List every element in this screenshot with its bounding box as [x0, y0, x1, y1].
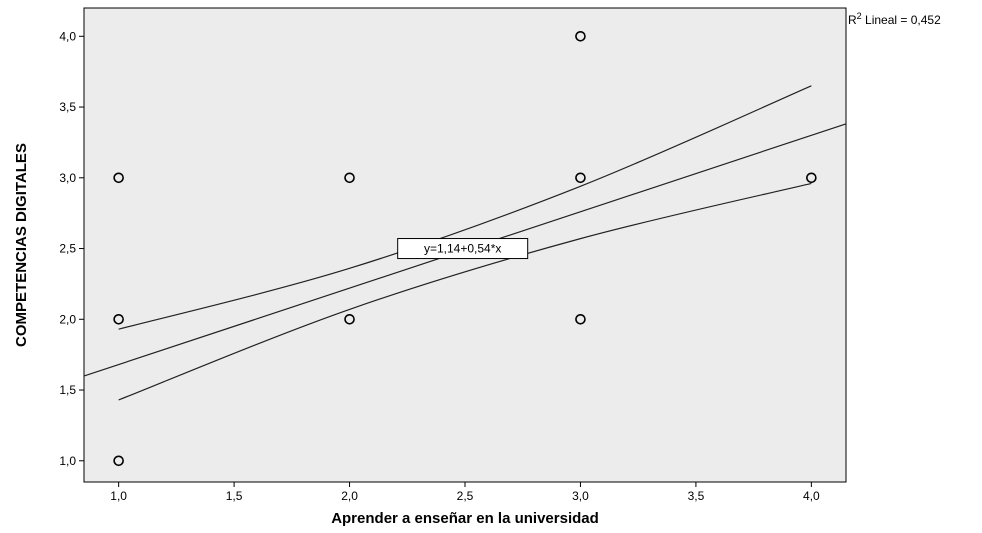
equation-box: [397, 238, 529, 260]
r2-letter: R: [848, 13, 857, 27]
x-tick-label: 2,5: [457, 489, 474, 503]
data-point: [575, 172, 586, 184]
confidence-lower-line: [118, 182, 812, 401]
data-point: [113, 172, 124, 184]
r2-value: Lineal = 0,452: [862, 13, 941, 27]
data-point: [806, 172, 817, 184]
confidence-upper-line: [118, 85, 812, 330]
y-tick-label: 4,0: [59, 29, 76, 43]
data-point: [344, 313, 355, 325]
y-tick-label: 3,5: [59, 100, 76, 114]
x-tick-label: 1,0: [110, 489, 127, 503]
y-axis: 1,0 1,5 2,0 2,5 3,0 3,5 4,0: [59, 29, 84, 468]
x-axis-title: Aprender a enseñar en la universidad: [331, 510, 599, 527]
data-point: [344, 172, 355, 184]
x-tick-label: 2,0: [341, 489, 358, 503]
y-axis-title: COMPETENCIAS DIGITALES: [13, 143, 30, 347]
y-tick-label: 2,0: [59, 312, 76, 326]
data-point: [575, 30, 586, 42]
x-tick-label: 4,0: [803, 489, 820, 503]
x-tick-label: 3,0: [572, 489, 589, 503]
r2-superscript: 2: [857, 11, 862, 21]
x-tick-label: 3,5: [688, 489, 705, 503]
equation-text: y=1,14+0,54*x: [424, 242, 501, 256]
y-tick-label: 3,0: [59, 171, 76, 185]
data-points: [113, 30, 817, 467]
x-axis: 1,0 1,5 2,0 2,5 3,0 3,5 4,0: [110, 482, 820, 503]
x-tick-label: 1,5: [226, 489, 243, 503]
data-point: [113, 455, 124, 467]
r2-label: R2 Lineal = 0,452: [848, 11, 941, 27]
y-tick-label: 1,5: [59, 383, 76, 397]
data-point: [575, 313, 586, 325]
equation-label: y=1,14+0,54*x: [397, 238, 529, 260]
y-tick-label: 2,5: [59, 242, 76, 256]
y-tick-label: 1,0: [59, 454, 76, 468]
data-point: [113, 313, 124, 325]
